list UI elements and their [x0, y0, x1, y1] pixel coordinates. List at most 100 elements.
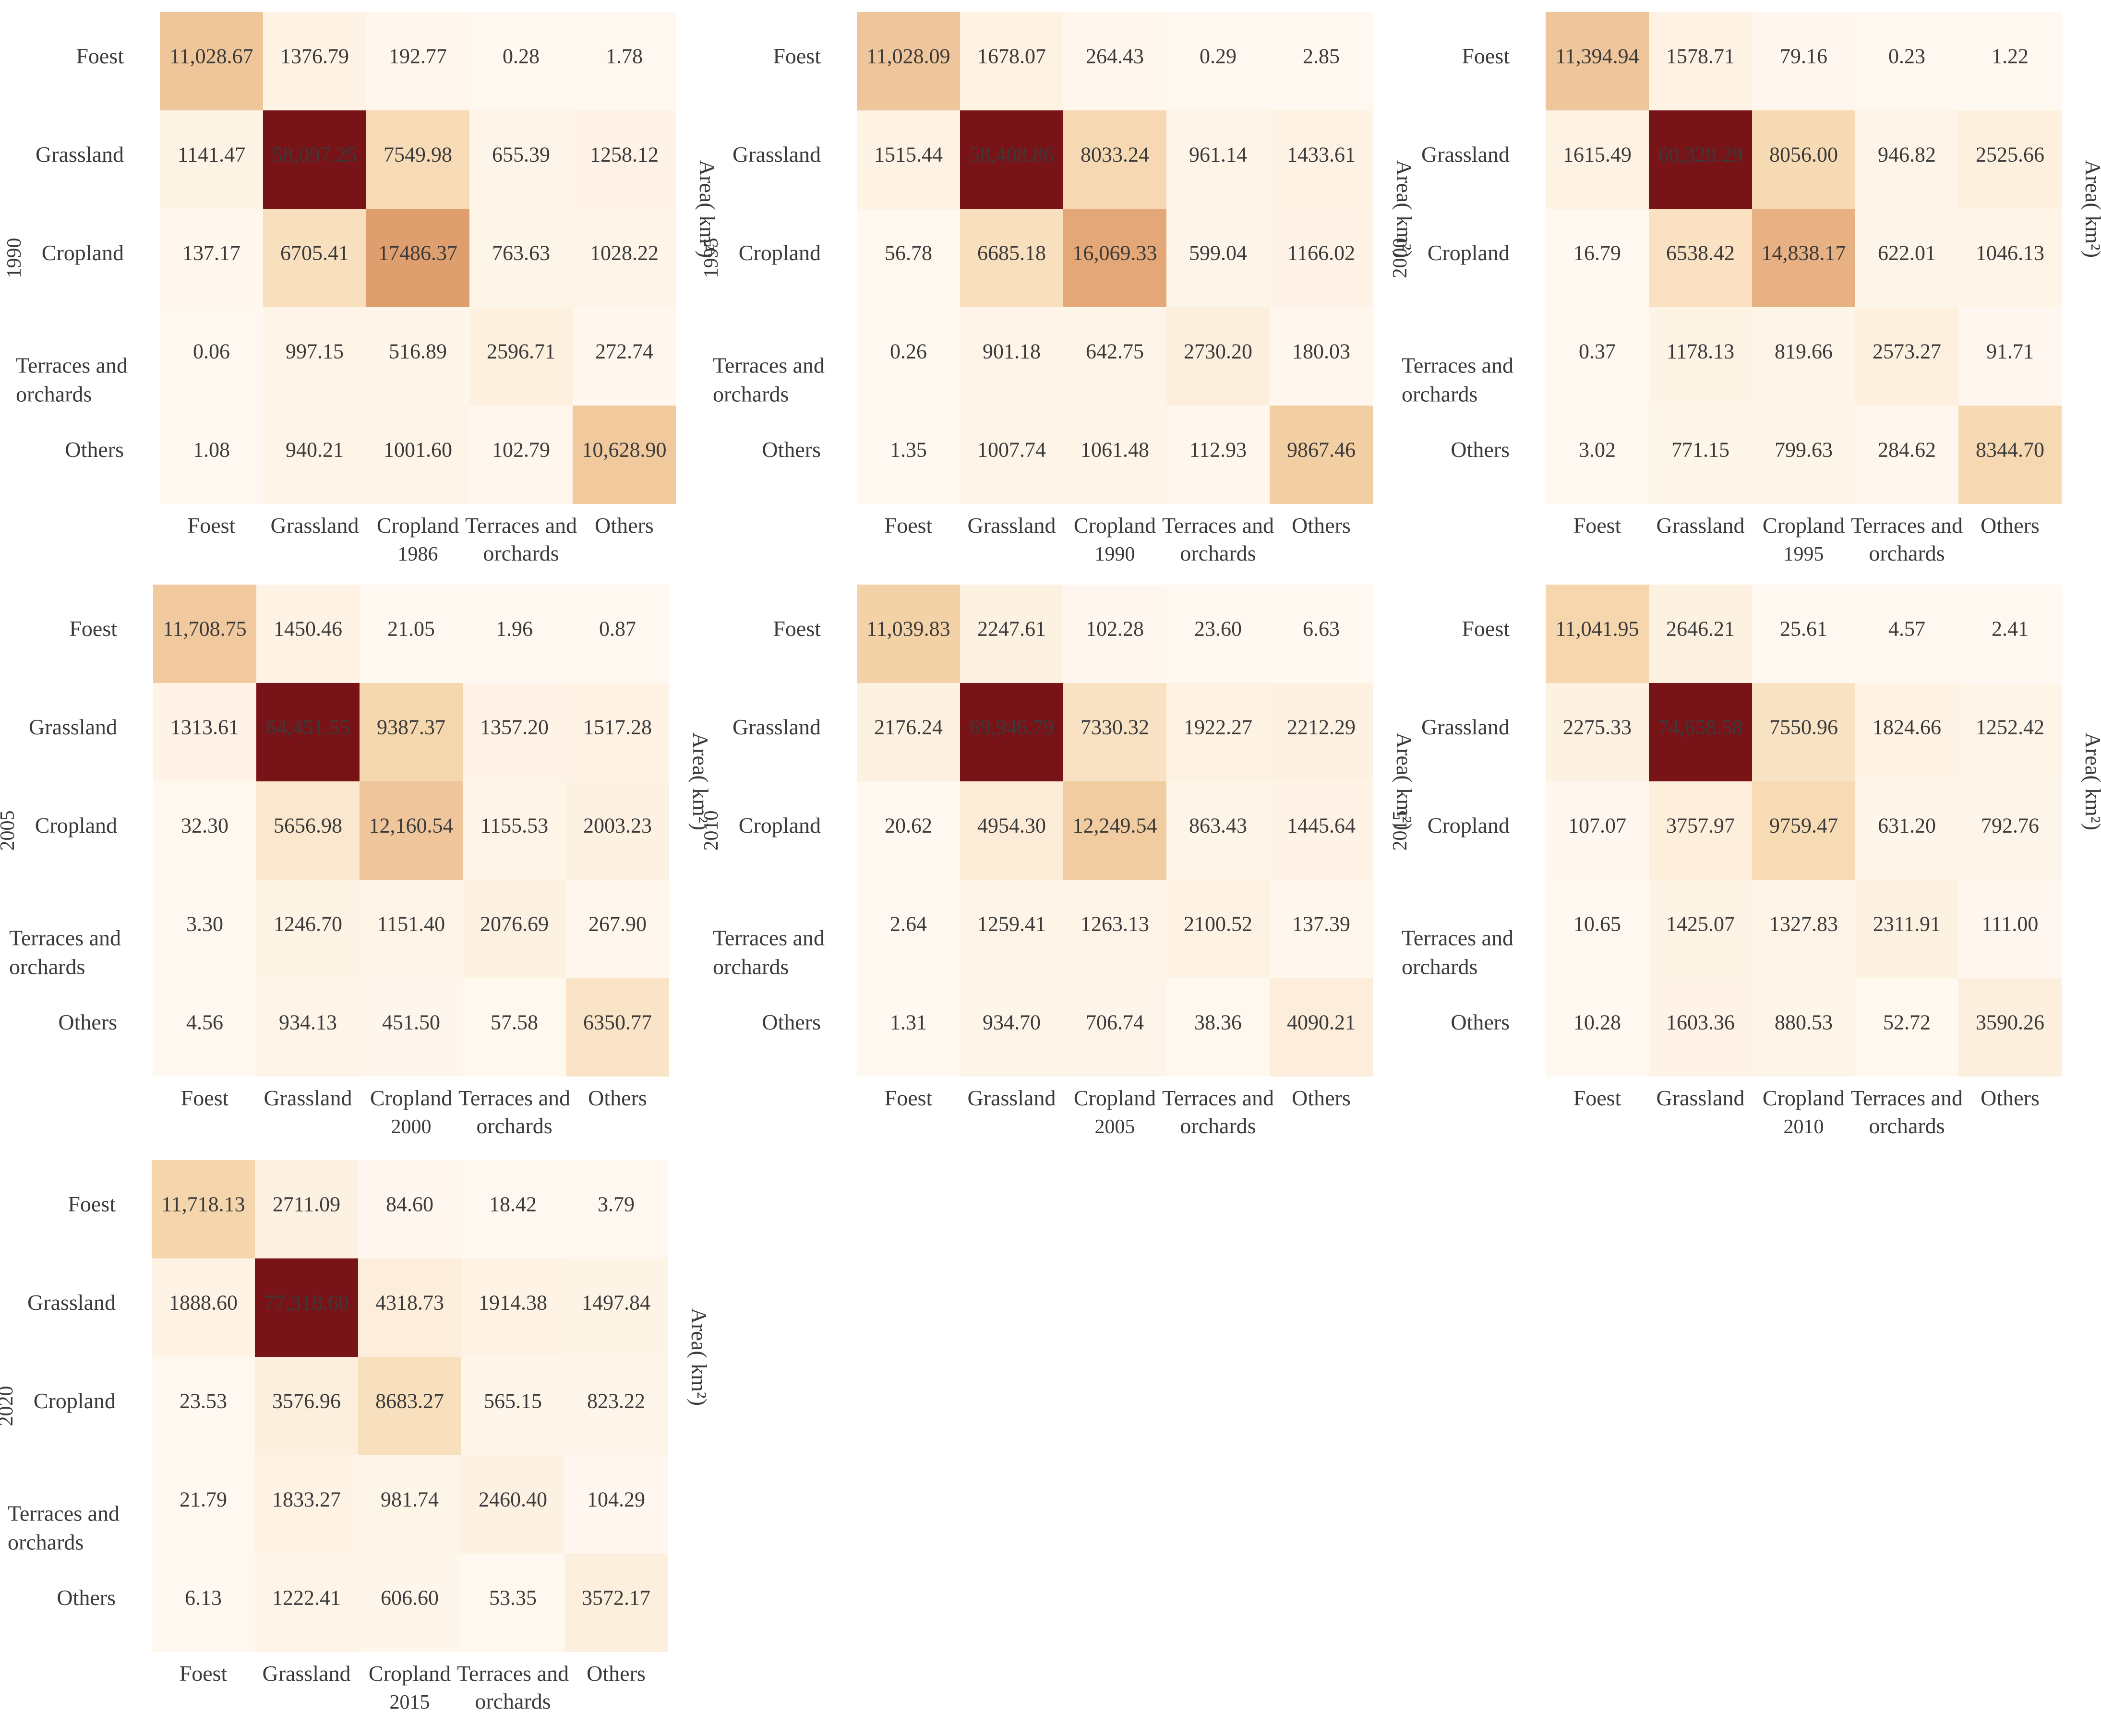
heatmap-cell [960, 880, 1063, 978]
column-label: Cropland [369, 1661, 451, 1686]
cell-value-label: 0.29 [1200, 44, 1237, 68]
cell-value-label: 11,708.75 [163, 617, 246, 640]
row-label: Foest [1462, 44, 1510, 68]
heatmap-cell [1063, 880, 1166, 978]
x-axis-label: 2005 [1095, 1116, 1135, 1138]
heatmap-cell [1546, 12, 1649, 110]
cell-value-label: 16.79 [1573, 241, 1621, 264]
cell-value-label: 8344.70 [1976, 438, 2044, 461]
heatmap-cell [463, 781, 566, 880]
heatmap-cell [1063, 585, 1166, 683]
cell-value-label: 14,838.17 [1762, 241, 1846, 264]
cell-value-label: 1517.28 [583, 715, 652, 739]
heatmap-cell [152, 1258, 255, 1357]
cell-value-label: 107.07 [1568, 814, 1626, 837]
cell-value-label: 0.26 [890, 339, 927, 363]
heatmap-cell [263, 406, 366, 504]
cell-value-label: 4318.73 [375, 1291, 444, 1314]
cell-value-label: 3590.26 [1976, 1010, 2044, 1034]
cell-value-label: 6.63 [1303, 617, 1340, 640]
cell-value-label: 8056.00 [1769, 143, 1838, 166]
y-axis-label: 1995 [700, 238, 722, 278]
cell-value-label: 1.35 [890, 438, 927, 461]
heatmap-cell [1063, 683, 1166, 781]
cell-value-label: 2.41 [1992, 617, 2029, 640]
cell-value-label: 1603.36 [1666, 1010, 1735, 1034]
column-label: Cropland [1074, 513, 1156, 538]
heatmap-cell [1649, 978, 1752, 1077]
cell-value-label: 112.93 [1189, 438, 1247, 461]
cell-value-label: 10.28 [1573, 1010, 1621, 1034]
heatmap-cell [1855, 781, 1958, 880]
heatmap-cell [857, 209, 960, 307]
heatmap-cell [1649, 12, 1752, 110]
cell-value-label: 1166.02 [1287, 241, 1355, 264]
column-label: Cropland [370, 1086, 452, 1110]
heatmap-cell [857, 880, 960, 978]
column-label: Others [1292, 513, 1351, 538]
column-label: Grassland [1657, 1086, 1745, 1110]
heatmap-cell [255, 1455, 358, 1554]
cell-value-label: 451.50 [382, 1010, 440, 1034]
row-label: Terraces and orchards [16, 353, 128, 406]
cell-value-label: 2573.27 [1873, 339, 1941, 363]
cell-value-label: 3.02 [1579, 438, 1616, 461]
heatmap-cell [153, 781, 256, 880]
cell-value-label: 1376.79 [280, 44, 349, 68]
heatmap-cell [1546, 585, 1649, 683]
cell-value-label: 2.85 [1303, 44, 1340, 68]
heatmap-cell [1063, 12, 1166, 110]
heatmap-cell [1752, 978, 1855, 1077]
heatmap-cell [1958, 880, 2062, 978]
cell-value-label: 102.28 [1086, 617, 1144, 640]
colorbar-label: Area( km²) [2081, 160, 2101, 258]
cell-value-label: 1578.71 [1666, 44, 1735, 68]
x-axis-label: 2010 [1784, 1116, 1824, 1138]
heatmap-cell [1752, 307, 1855, 406]
y-axis-label: 2005 [0, 811, 19, 851]
cell-value-label: 706.74 [1086, 1010, 1144, 1034]
row-label: Others [1451, 1010, 1510, 1034]
cell-value-label: 60,328.29 [1658, 143, 1743, 166]
cell-value-label: 997.15 [286, 339, 344, 363]
heatmap-cell [1752, 880, 1855, 978]
column-label: Terraces and orchards [1851, 1086, 1963, 1138]
heatmap-cell [1649, 209, 1752, 307]
heatmap-cell [360, 781, 463, 880]
heatmap-cell [1063, 406, 1166, 504]
row-label: Cropland [35, 813, 117, 838]
heatmap-cell [1649, 307, 1752, 406]
heatmap-cell [366, 12, 469, 110]
cell-value-label: 57.58 [491, 1010, 538, 1034]
cell-value-label: 880.53 [1775, 1010, 1833, 1034]
heatmap-cell [1958, 585, 2062, 683]
column-label: Foest [188, 513, 236, 538]
heatmap-cell [358, 1160, 461, 1258]
row-label: Grassland [27, 1290, 116, 1315]
colorbar-label: Area( km²) [687, 1308, 711, 1406]
cell-value-label: 1.22 [1992, 44, 2029, 68]
cell-value-label: 3757.97 [1666, 814, 1735, 837]
cell-value-label: 0.28 [503, 44, 540, 68]
cell-value-label: 1151.40 [377, 912, 445, 935]
cell-value-label: 5656.98 [274, 814, 342, 837]
cell-value-label: 1141.47 [178, 143, 245, 166]
cell-value-label: 565.15 [484, 1389, 542, 1413]
heatmap-cell [463, 978, 566, 1077]
cell-value-label: 11,394.94 [1555, 44, 1639, 68]
heatmap-cell [857, 406, 960, 504]
row-label: Terraces and orchards [8, 1501, 120, 1554]
heatmap-cell [857, 978, 960, 1077]
cell-value-label: 137.39 [1292, 912, 1350, 935]
heatmap-cell [1752, 781, 1855, 880]
row-label: Terraces and orchards [713, 925, 825, 979]
cell-value-label: 1824.66 [1873, 715, 1941, 739]
heatmap-cell [263, 12, 366, 110]
cell-value-label: 2311.91 [1873, 912, 1941, 935]
heatmap-cell [1546, 110, 1649, 209]
heatmap-cell [152, 1455, 255, 1554]
cell-value-label: 53.35 [489, 1586, 537, 1609]
cell-value-label: 8033.24 [1081, 143, 1149, 166]
cell-value-label: 264.43 [1086, 44, 1144, 68]
cell-value-label: 20.62 [885, 814, 932, 837]
